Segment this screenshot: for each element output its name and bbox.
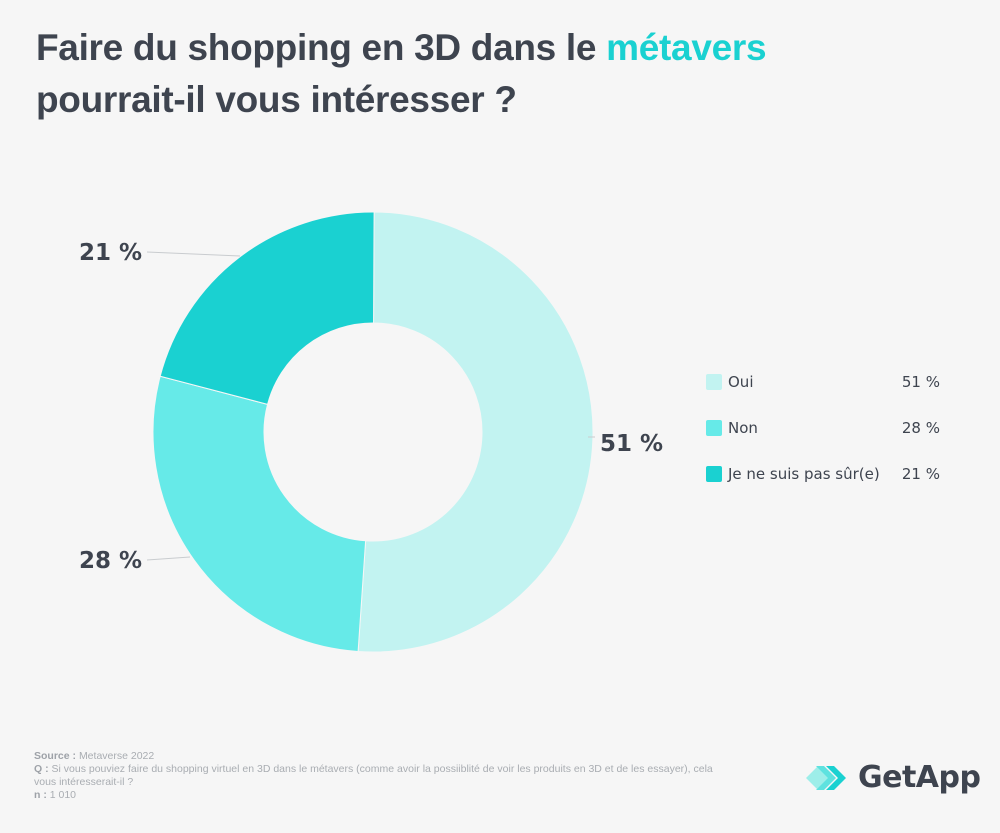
legend-swatch [706,420,722,436]
legend-value: 51 % [901,373,940,391]
legend-swatch [706,374,722,390]
leader-line-non [146,556,191,561]
donut-slice-non [152,375,367,653]
legend-label: Oui [728,373,754,391]
question-label: Q : [34,763,49,775]
leader-lines [146,251,595,561]
legend-item-oui: Oui 51 % [706,370,946,394]
legend-value: 28 % [901,419,940,437]
source-label: Source : [34,750,77,762]
n-label: n : [34,789,47,801]
source-value: Metaverse 2022 [78,750,155,762]
question-line: Q : Si vous pouviez faire du shopping vi… [34,763,734,789]
getapp-wordmark: GetApp [858,760,981,795]
chart-title: Faire du shopping en 3D dans le métavers… [36,22,936,126]
footer-notes: Source : Metaverse 2022 Q : Si vous pouv… [34,750,734,802]
title-accent: métavers [606,27,767,68]
data-label-oui: 51 % [600,431,663,457]
getapp-logo: GetApp [806,760,981,795]
legend-label: Non [728,419,758,437]
legend-label: Je ne suis pas sûr(e) [728,465,880,483]
donut-slice-oui [357,211,594,653]
title-part1: Faire du shopping en 3D dans le [36,27,607,68]
legend-item-unsure: Je ne suis pas sûr(e) 21 % [706,462,946,486]
donut-slice-unsure [159,211,375,405]
data-labels: 51 % 28 % 21 % [79,240,663,574]
source-line: Source : Metaverse 2022 [34,750,734,763]
title-part2: pourrait-il vous intéresser ? [36,79,517,120]
n-value: 1 010 [49,789,77,801]
legend-value: 21 % [901,465,940,483]
data-label-non: 28 % [79,548,142,574]
legend: Oui 51 % Non 28 % Je ne suis pas sûr(e) … [706,370,946,508]
leader-line-unsure [146,251,241,257]
legend-swatch [706,466,722,482]
data-label-unsure: 21 % [79,240,142,266]
sample-size-line: n : 1 010 [34,789,734,802]
legend-item-non: Non 28 % [706,416,946,440]
getapp-chevrons-icon [806,765,846,790]
donut-slices [152,211,594,653]
question-value: Si vous pouviez faire du shopping virtue… [34,763,713,788]
